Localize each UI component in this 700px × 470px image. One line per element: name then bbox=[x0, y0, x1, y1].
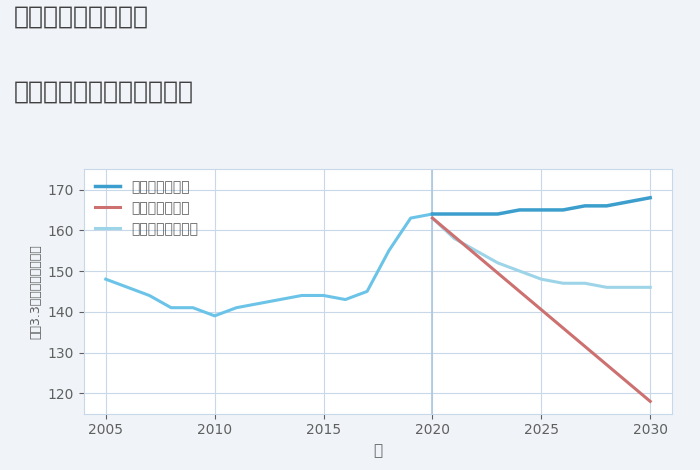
Y-axis label: 坪（3.3㎡）単価（万円）: 坪（3.3㎡）単価（万円） bbox=[29, 244, 42, 339]
Text: 中古マンションの価格推移: 中古マンションの価格推移 bbox=[14, 80, 194, 104]
X-axis label: 年: 年 bbox=[373, 443, 383, 458]
Text: 神奈川県相模原駅の: 神奈川県相模原駅の bbox=[14, 5, 149, 29]
Legend: グッドシナリオ, バッドシナリオ, ノーマルシナリオ: グッドシナリオ, バッドシナリオ, ノーマルシナリオ bbox=[91, 176, 202, 240]
